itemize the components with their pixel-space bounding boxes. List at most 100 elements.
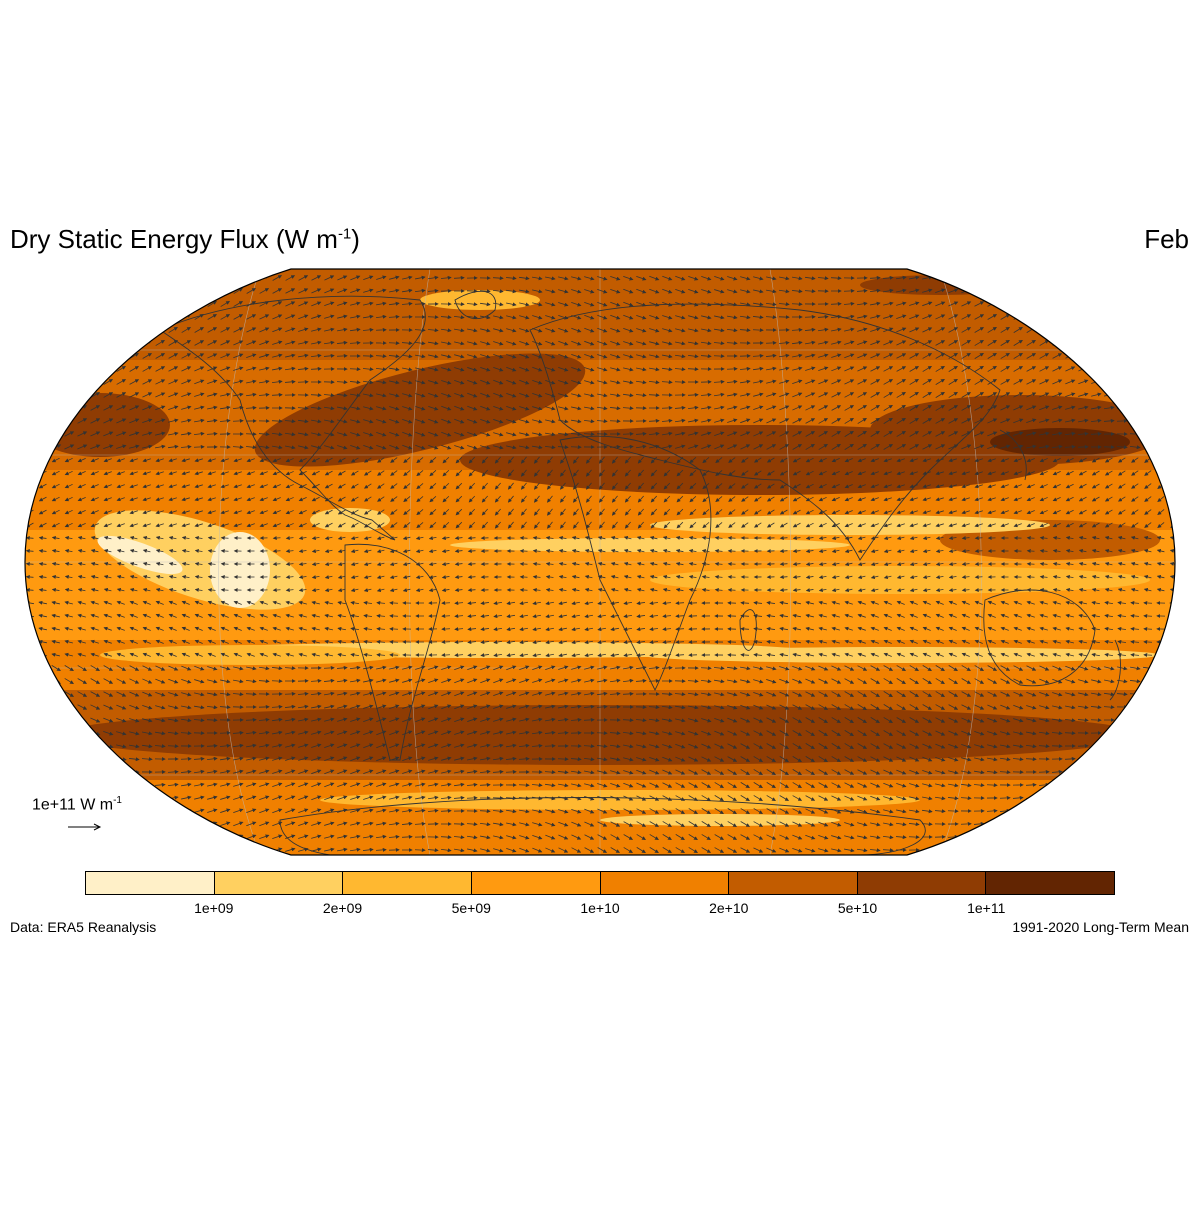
flux-vector-arrow xyxy=(169,301,178,306)
flux-vector-arrow xyxy=(1028,564,1035,565)
flux-vector-arrow xyxy=(1091,758,1101,759)
flux-vector-arrow xyxy=(78,366,87,371)
flux-vector-arrow xyxy=(64,302,73,306)
flux-vector-arrow xyxy=(117,314,126,319)
flux-vector-arrow xyxy=(1105,315,1114,320)
flux-vector-arrow xyxy=(168,810,178,812)
flux-vector-arrow xyxy=(1001,289,1010,294)
flux-vector-arrow xyxy=(1066,288,1075,293)
flux-vector-arrow xyxy=(1143,395,1153,396)
flux-vector-arrow xyxy=(1117,771,1127,773)
flux-vector-arrow xyxy=(220,835,229,838)
flux-vector-arrow xyxy=(26,379,35,384)
flux-vector-arrow xyxy=(1117,394,1127,396)
flux-vector-arrow xyxy=(77,784,87,786)
flux-vector-arrow xyxy=(610,421,620,422)
flux-vector-arrow xyxy=(130,340,139,345)
flux-vector-arrow xyxy=(1156,315,1165,319)
flux-vector-arrow xyxy=(1066,275,1075,280)
flux-vector-arrow xyxy=(194,835,203,838)
colorbar-box xyxy=(601,872,730,894)
flux-vector-arrow xyxy=(51,731,60,735)
flux-vector-arrow xyxy=(38,328,47,332)
flux-vector-arrow xyxy=(103,758,113,760)
flux-vector-arrow xyxy=(1131,315,1140,319)
flux-vector-arrow xyxy=(51,757,60,760)
flux-vector-arrow xyxy=(208,275,217,280)
flux-vector-arrow xyxy=(1014,302,1023,307)
colorbar-box xyxy=(729,872,858,894)
flux-vector-arrow xyxy=(1117,341,1126,345)
flux-vector-arrow xyxy=(1013,823,1023,825)
flux-vector-arrow xyxy=(1039,823,1049,826)
flux-vector-arrow xyxy=(25,757,34,761)
flux-vector-arrow xyxy=(90,276,99,280)
colorbar-box xyxy=(86,872,215,894)
flux-vector-arrow xyxy=(1027,289,1036,294)
flux-vector-arrow xyxy=(1130,408,1140,409)
flux-vector-arrow xyxy=(1028,551,1035,552)
flux-vector-arrow xyxy=(26,731,35,736)
flux-vector-arrow xyxy=(143,276,152,281)
flux-vector-arrow xyxy=(117,353,126,358)
flux-vector-arrow xyxy=(974,836,984,837)
flux-vector-arrow xyxy=(1039,836,1049,839)
flux-vector-arrow xyxy=(78,379,87,384)
flux-vector-arrow xyxy=(1104,822,1113,825)
flux-vector-arrow xyxy=(130,327,139,332)
flux-vector-arrow xyxy=(1143,707,1153,708)
flux-vector-arrow xyxy=(1026,823,1036,825)
flux-vector-arrow xyxy=(1078,797,1088,799)
data-source: Data: ERA5 Reanalysis xyxy=(10,919,156,935)
flux-vector-arrow xyxy=(78,328,87,333)
flux-vector-arrow xyxy=(38,757,47,761)
flux-vector-arrow xyxy=(26,654,34,655)
flux-vector-arrow xyxy=(155,823,165,825)
flux-vector-arrow xyxy=(1039,797,1049,799)
flux-vector-arrow xyxy=(442,655,450,656)
flux-vector-arrow xyxy=(51,744,60,748)
flux-vector-arrow xyxy=(961,276,970,279)
flux-vector-arrow xyxy=(1158,457,1164,462)
flux-vector-arrow xyxy=(77,731,86,735)
flux-vector-arrow xyxy=(247,275,256,280)
flux-vector-arrow xyxy=(1169,694,1179,695)
flux-vector-arrow xyxy=(142,785,152,786)
flux-vector-arrow xyxy=(52,705,61,710)
flux-vector-arrow xyxy=(1130,796,1139,799)
flux-vector-arrow xyxy=(1039,810,1049,812)
flux-vector-arrow xyxy=(1169,835,1179,838)
flux-vector-arrow xyxy=(1169,719,1179,721)
flux-vector-arrow xyxy=(974,289,983,293)
flux-vector-arrow xyxy=(1092,301,1101,306)
flux-vector-arrow xyxy=(65,328,74,333)
flux-vector-arrow xyxy=(1104,367,1113,370)
flux-vector-arrow xyxy=(274,577,281,578)
flux-vector-arrow xyxy=(77,771,87,773)
flux-vector-arrow xyxy=(1131,302,1140,307)
flux-vector-arrow xyxy=(961,849,971,851)
flux-vector-arrow xyxy=(130,302,139,307)
flux-vector-arrow xyxy=(233,848,242,851)
flux-vector-arrow xyxy=(1143,745,1153,747)
flux-vector-arrow xyxy=(948,849,958,850)
flux-vector-arrow xyxy=(1013,836,1023,838)
flux-vector-arrow xyxy=(52,691,61,696)
flux-vector-arrow xyxy=(52,405,61,410)
flux-vector-arrow xyxy=(1104,771,1114,773)
flux-vector-arrow xyxy=(1169,446,1179,448)
flux-vector-arrow xyxy=(91,315,100,320)
flux-vector-arrow xyxy=(1000,849,1010,852)
flux-vector-arrow xyxy=(1079,341,1088,346)
flux-vector-arrow xyxy=(274,590,281,591)
flux-vector-arrow xyxy=(38,277,48,279)
flux-vector-arrow xyxy=(1156,342,1166,345)
flux-vector-arrow xyxy=(246,848,255,851)
flux-vector-arrow xyxy=(51,302,60,306)
flux-vector-arrow xyxy=(1143,822,1152,825)
flux-vector-arrow xyxy=(1040,314,1049,319)
flux-vector-arrow xyxy=(104,366,113,371)
flux-vector-arrow xyxy=(1156,668,1166,669)
flux-vector-arrow xyxy=(1143,783,1152,786)
